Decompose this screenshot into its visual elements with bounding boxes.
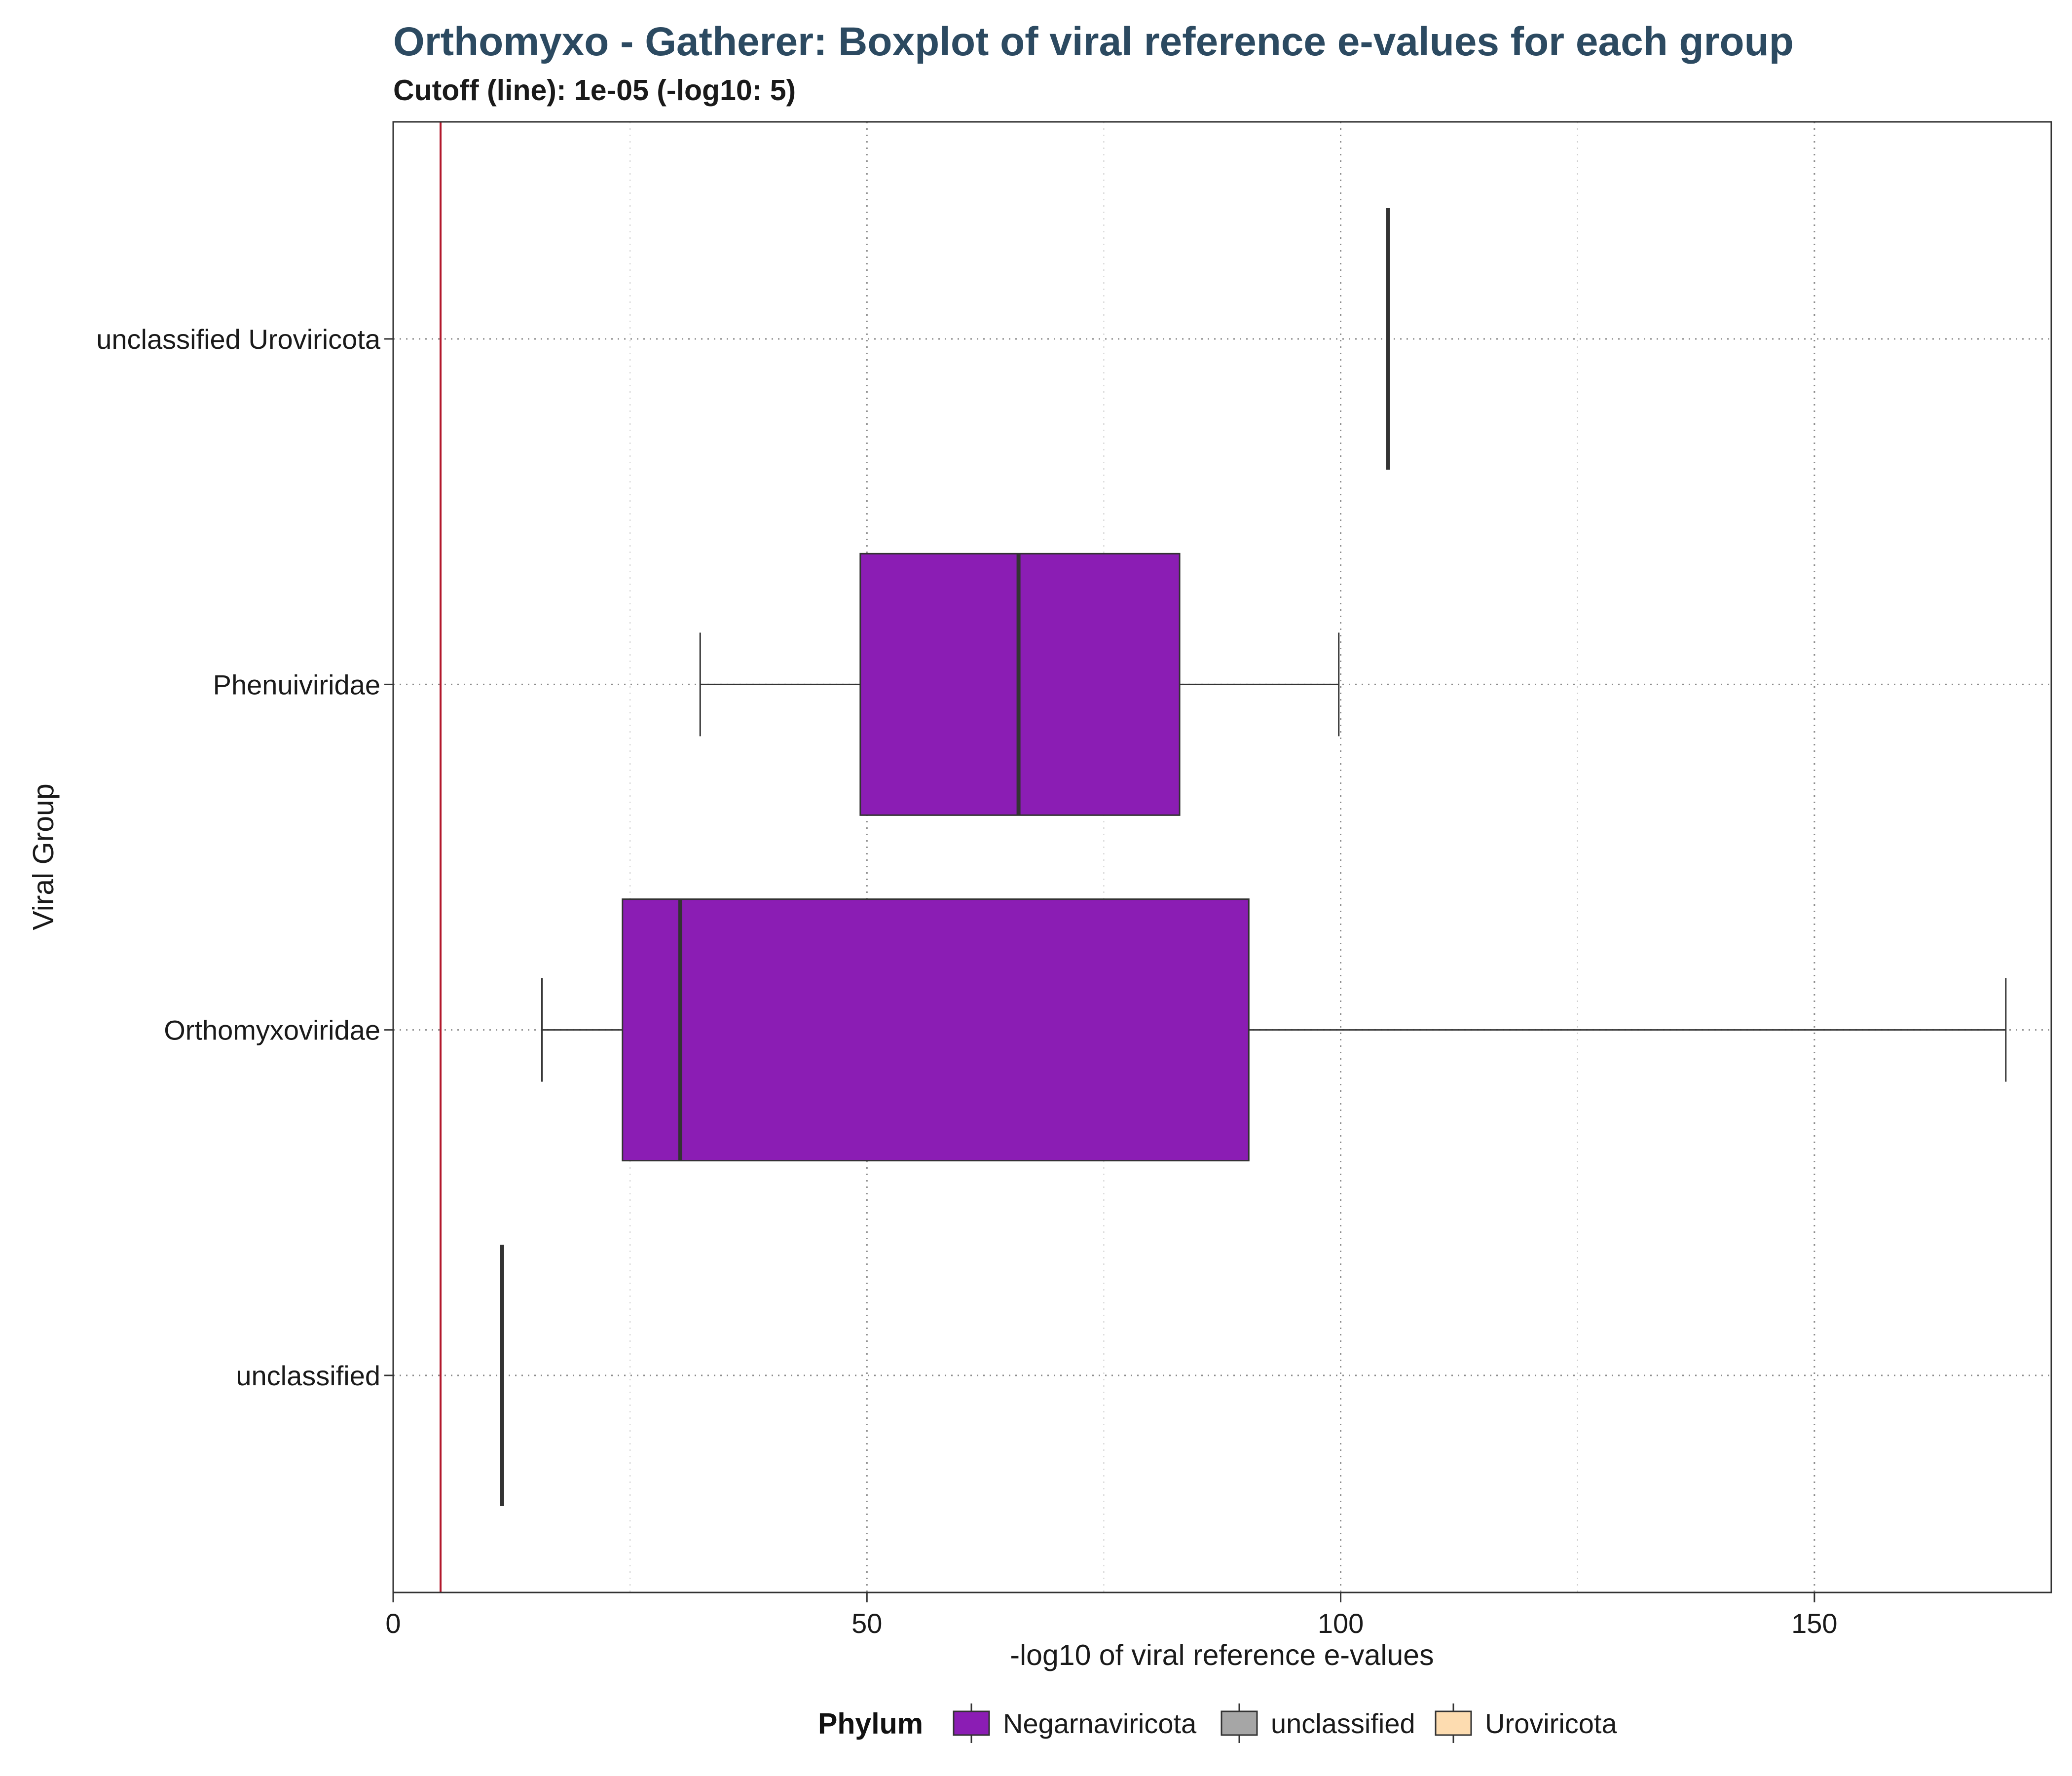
legend-title: Phylum	[818, 1707, 923, 1740]
chart-title: Orthomyxo - Gatherer: Boxplot of viral r…	[393, 19, 1794, 64]
legend-item: unclassified	[1221, 1703, 1415, 1743]
x-axis: 0 50 100 150	[385, 1592, 1838, 1639]
box-iqr	[622, 898, 1250, 1162]
chart-subtitle: Cutoff (line): 1e-05 (-log10: 5)	[393, 74, 796, 107]
x-tick-label: 0	[385, 1608, 401, 1639]
plot-panel-border	[392, 121, 2052, 1593]
y-tick-label: unclassified	[236, 1360, 380, 1391]
y-tick-label: Phenuiviridae	[213, 669, 380, 700]
legend: Phylum Negarnaviricota unclassified Uroviri…	[818, 1703, 1617, 1743]
legend-label: Negarnaviricota	[1003, 1708, 1197, 1739]
y-axis-title: Viral Group	[27, 783, 60, 930]
x-axis-title: -log10 of viral reference e-values	[1010, 1639, 1434, 1671]
legend-label: unclassified	[1271, 1708, 1415, 1739]
y-tick-label: Orthomyxoviridae	[164, 1015, 380, 1046]
box-phenuiviridae	[699, 553, 1340, 816]
boxplot-series	[500, 208, 2007, 1506]
box-orthomyxoviridae	[541, 898, 2007, 1162]
legend-item: Negarnaviricota	[953, 1703, 1197, 1743]
x-tick-label: 150	[1791, 1608, 1837, 1639]
grid-lines	[392, 122, 2051, 1592]
y-tick-label: unclassified Uroviricota	[96, 324, 381, 355]
x-tick-label: 50	[851, 1608, 882, 1639]
legend-item: Uroviricota	[1435, 1703, 1617, 1743]
y-axis: unclassified Orthomyxoviridae Phenuivirida…	[96, 324, 393, 1391]
x-tick-label: 100	[1318, 1608, 1364, 1639]
legend-key-swatch	[1435, 1710, 1472, 1736]
legend-key-swatch	[1221, 1710, 1258, 1736]
legend-label: Uroviricota	[1485, 1708, 1617, 1739]
legend-key-swatch	[953, 1710, 990, 1736]
